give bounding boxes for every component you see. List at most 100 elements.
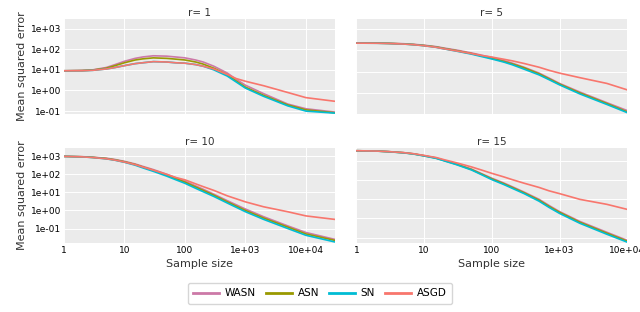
ASN <box>452 49 460 52</box>
ASN <box>163 56 171 60</box>
ASGD <box>223 194 231 198</box>
WASN <box>131 162 139 166</box>
WASN <box>120 59 128 63</box>
SN <box>420 44 428 48</box>
ASGD <box>302 96 310 100</box>
ASGD <box>520 61 528 65</box>
WASN <box>468 51 476 55</box>
Line: WASN: WASN <box>356 151 627 240</box>
ASGD <box>603 202 611 206</box>
ASGD <box>192 63 200 66</box>
SN <box>603 103 611 106</box>
SN <box>284 104 292 108</box>
ASN <box>420 44 428 47</box>
ASN <box>223 73 231 76</box>
WASN <box>545 204 553 207</box>
WASN <box>477 53 485 57</box>
WASN <box>603 101 611 105</box>
ASGD <box>210 67 218 71</box>
WASN <box>102 156 110 160</box>
WASN <box>199 188 207 191</box>
ASN <box>520 191 528 195</box>
ASN <box>331 238 339 242</box>
Legend: WASN, ASN, SN, ASGD: WASN, ASN, SN, ASGD <box>188 283 452 304</box>
ASGD <box>111 66 119 69</box>
ASGD <box>139 61 147 65</box>
ASN <box>477 172 485 176</box>
ASN <box>284 225 292 229</box>
ASN <box>78 69 86 72</box>
WASN <box>131 56 139 60</box>
ASGD <box>545 189 553 193</box>
Line: ASN: ASN <box>356 43 627 112</box>
SN <box>576 222 584 225</box>
WASN <box>199 60 207 64</box>
WASN <box>556 210 563 213</box>
ASN <box>89 68 97 72</box>
WASN <box>488 176 495 180</box>
Line: WASN: WASN <box>64 156 335 239</box>
ASN <box>500 60 508 63</box>
SN <box>210 68 218 72</box>
WASN <box>181 179 189 183</box>
SN <box>223 201 231 205</box>
ASGD <box>535 66 543 69</box>
ASN <box>410 152 417 156</box>
ASGD <box>163 60 171 64</box>
SN <box>452 163 460 167</box>
WASN <box>302 107 310 111</box>
ASGD <box>603 81 611 85</box>
ASN <box>163 173 171 177</box>
ASN <box>373 41 381 45</box>
Line: ASGD: ASGD <box>64 62 335 101</box>
ASGD <box>420 154 428 157</box>
SN <box>488 178 495 182</box>
ASGD <box>452 161 460 165</box>
WASN <box>139 55 147 59</box>
WASN <box>410 42 417 46</box>
SN <box>353 41 360 45</box>
ASGD <box>500 57 508 61</box>
ASN <box>102 66 110 70</box>
ASN <box>260 94 268 97</box>
Line: ASGD: ASGD <box>356 151 627 209</box>
SN <box>576 92 584 96</box>
ASN <box>400 151 408 155</box>
Title: r= 10: r= 10 <box>184 137 214 147</box>
WASN <box>260 92 268 95</box>
ASGD <box>623 207 631 211</box>
ASN <box>192 185 200 189</box>
SN <box>441 159 449 163</box>
ASN <box>131 163 139 166</box>
ASGD <box>150 60 157 64</box>
WASN <box>172 55 179 59</box>
WASN <box>535 197 543 201</box>
SN <box>60 69 68 73</box>
ASGD <box>410 152 417 156</box>
ASN <box>284 103 292 107</box>
ASGD <box>477 54 485 57</box>
SN <box>199 190 207 193</box>
ASGD <box>60 154 68 158</box>
SN <box>241 86 249 90</box>
WASN <box>331 110 339 114</box>
Line: ASN: ASN <box>64 156 335 240</box>
ASN <box>623 239 631 243</box>
ASGD <box>373 149 381 153</box>
ASGD <box>302 214 310 218</box>
SN <box>400 151 408 155</box>
ASN <box>241 209 249 212</box>
ASN <box>60 69 68 73</box>
Line: SN: SN <box>64 62 335 113</box>
Line: SN: SN <box>356 43 627 113</box>
WASN <box>623 238 631 242</box>
ASN <box>603 231 611 235</box>
WASN <box>385 150 392 154</box>
Title: r= 15: r= 15 <box>477 137 507 147</box>
ASN <box>576 91 584 95</box>
ASN <box>535 72 543 76</box>
ASGD <box>60 69 68 73</box>
SN <box>535 199 543 203</box>
SN <box>181 61 189 65</box>
WASN <box>603 230 611 234</box>
